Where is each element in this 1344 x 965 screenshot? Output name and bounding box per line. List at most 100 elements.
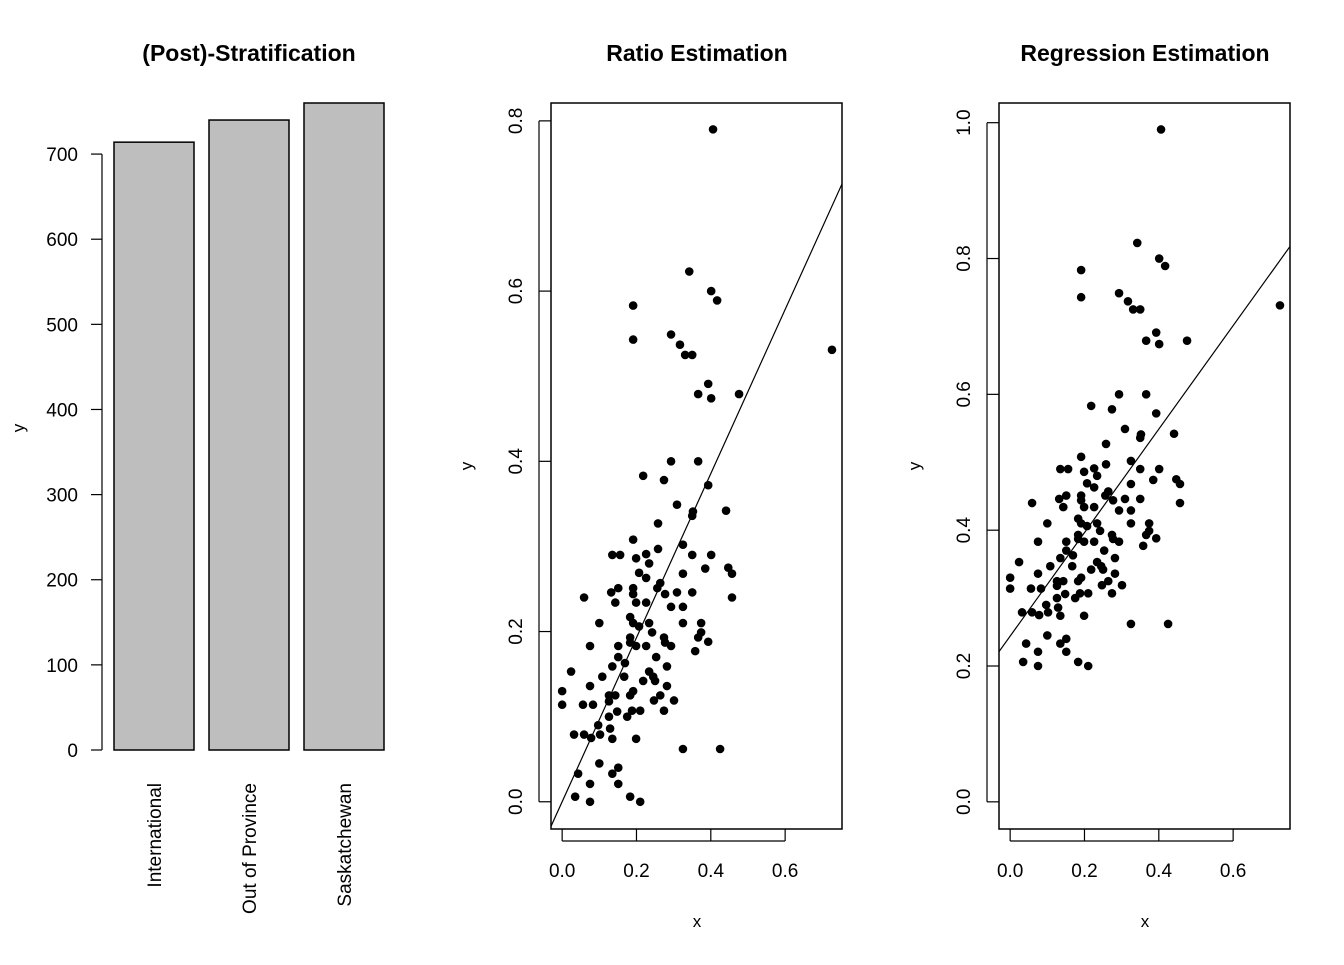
bar-label: International xyxy=(145,783,166,888)
data-point xyxy=(721,506,731,515)
data-point xyxy=(1141,336,1151,345)
bar xyxy=(113,141,195,751)
data-point xyxy=(644,559,654,568)
data-point xyxy=(1033,569,1043,578)
data-point xyxy=(631,734,641,744)
regression-panel: Regression Estimation x y 0.0 0.2 0.4 0.6 0.… xyxy=(905,40,1291,931)
data-point xyxy=(608,769,617,778)
data-point xyxy=(1076,495,1086,505)
data-point xyxy=(649,696,659,705)
data-point xyxy=(610,598,620,607)
data-point xyxy=(687,550,697,560)
data-point xyxy=(1041,600,1051,610)
y-tick-label: 1.0 xyxy=(954,109,975,135)
x-tick-label: 0.6 xyxy=(772,861,798,882)
bar xyxy=(303,102,385,751)
data-point xyxy=(1175,479,1185,489)
data-point xyxy=(1056,611,1065,621)
data-point xyxy=(684,267,694,276)
data-point xyxy=(1103,576,1113,586)
data-point xyxy=(1095,526,1105,536)
y-tick-label: 200 xyxy=(46,571,78,592)
data-point xyxy=(1089,502,1099,512)
data-point xyxy=(638,676,648,686)
fit-line xyxy=(999,246,1290,652)
data-point xyxy=(647,628,657,637)
data-point xyxy=(727,569,737,578)
data-point xyxy=(672,588,682,597)
data-point xyxy=(628,535,638,544)
data-point xyxy=(1148,475,1158,485)
y-tick-label: 0.4 xyxy=(954,517,975,544)
data-point xyxy=(1141,390,1151,399)
data-point xyxy=(570,792,580,801)
data-point xyxy=(1126,479,1136,489)
data-point xyxy=(1100,491,1110,500)
data-point xyxy=(625,691,635,700)
data-point xyxy=(1043,608,1053,617)
data-point xyxy=(606,588,616,597)
data-point xyxy=(585,797,595,807)
data-point xyxy=(1098,565,1108,574)
data-point xyxy=(666,602,676,612)
data-point xyxy=(1169,429,1179,439)
data-point xyxy=(588,700,598,710)
x-tick-label: 0.0 xyxy=(549,861,575,882)
data-point xyxy=(586,733,596,743)
data-point xyxy=(1163,619,1173,629)
data-point xyxy=(1061,491,1071,500)
data-point xyxy=(585,641,595,651)
data-point xyxy=(1005,584,1015,593)
data-point xyxy=(706,286,716,296)
data-point xyxy=(1110,553,1120,563)
data-point xyxy=(641,598,651,607)
data-point xyxy=(651,652,661,662)
data-point xyxy=(1063,464,1073,474)
data-point xyxy=(1089,483,1099,492)
data-point xyxy=(1108,534,1118,544)
data-point xyxy=(1058,576,1068,586)
data-point xyxy=(1073,576,1083,586)
data-point xyxy=(628,583,638,593)
data-point xyxy=(1036,584,1046,593)
data-point xyxy=(1154,254,1164,263)
data-point xyxy=(595,730,605,739)
x-tick-label: 0.2 xyxy=(1071,861,1097,882)
stratification-panel: (Post)-Stratification y International Out… xyxy=(9,40,385,914)
data-point xyxy=(1097,580,1107,590)
data-point xyxy=(1043,519,1052,528)
data-point xyxy=(706,394,716,403)
data-point xyxy=(1043,631,1052,640)
data-point xyxy=(678,569,688,578)
data-point xyxy=(1101,460,1111,469)
data-point xyxy=(641,549,651,559)
x-tick-label: 0.4 xyxy=(698,861,725,882)
y-tick-label: 0.2 xyxy=(954,653,975,679)
data-point xyxy=(1120,424,1130,434)
data-point xyxy=(604,697,614,706)
data-point xyxy=(653,519,663,528)
y-tick-label: 500 xyxy=(46,315,78,336)
data-point xyxy=(700,564,710,573)
data-point xyxy=(1151,534,1161,543)
data-point xyxy=(610,691,620,700)
data-point xyxy=(1033,537,1043,547)
data-point xyxy=(680,350,690,360)
data-point xyxy=(627,706,637,715)
data-point xyxy=(641,573,651,583)
y-tick-label: 600 xyxy=(46,230,78,251)
data-point xyxy=(1054,494,1064,504)
data-point xyxy=(1135,305,1145,314)
data-point xyxy=(566,667,576,676)
data-point xyxy=(693,457,703,466)
data-point xyxy=(1086,565,1096,574)
data-point xyxy=(1014,557,1024,567)
panel-title: (Post)-Stratification xyxy=(142,40,355,66)
data-point xyxy=(1045,561,1055,571)
data-point xyxy=(1017,608,1027,617)
y-tick-label: 300 xyxy=(46,486,78,507)
data-point xyxy=(687,588,697,597)
data-point xyxy=(1073,534,1083,544)
data-point xyxy=(1034,610,1044,620)
